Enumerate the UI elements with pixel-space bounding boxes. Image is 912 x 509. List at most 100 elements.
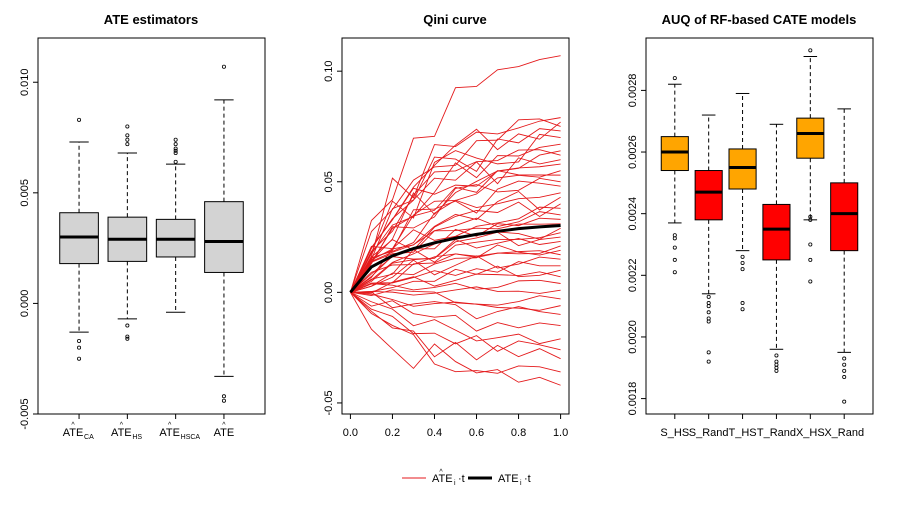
legend-label-suffix: ·t (524, 473, 531, 485)
hat-accent: ^ (439, 469, 443, 476)
x-tick-label-main: ATE (111, 427, 132, 439)
panel2-title: Qini curve (423, 12, 487, 27)
qini-curve-individual (350, 291, 561, 345)
qini-curve-individual (350, 291, 561, 311)
outlier-point (842, 399, 847, 404)
y-tick-label: -0.05 (323, 390, 335, 415)
outlier-point (672, 76, 677, 81)
outlier-point (173, 159, 178, 164)
outlier-point (706, 359, 711, 364)
qini-curve-individual (350, 190, 561, 293)
outlier-point (740, 307, 745, 312)
outlier-point (77, 345, 82, 350)
hat-accent: ^ (222, 422, 226, 429)
outlier-point (173, 151, 178, 156)
qini-curve-individual (350, 292, 561, 352)
box-x-rand (830, 108, 859, 404)
panel2-marks: -0.05 0.00 0.05 0.10 0.0 0.2 0.4 0.6 0.8 1.0 (323, 55, 568, 439)
qini-curve-individual (350, 261, 561, 293)
outlier-point (808, 217, 813, 222)
y-tick-label: 0.0028 (627, 74, 639, 108)
y-tick-label: 0.10 (323, 60, 335, 81)
x-tick-label: X_HS (796, 427, 825, 439)
outlier-point (774, 368, 779, 373)
y-tick-label: 0.0026 (627, 135, 639, 169)
outlier-point (842, 368, 847, 373)
panel1-title: ATE estimators (104, 12, 198, 27)
outlier-point (774, 353, 779, 358)
outlier-point (842, 362, 847, 367)
x-tick-label: 0.0 (343, 427, 358, 439)
qini-curve-individual (350, 227, 561, 293)
outlier-point (706, 350, 711, 355)
x-tick-label: S_Rand (689, 427, 729, 439)
hat-accent: ^ (168, 422, 172, 429)
outlier-point (125, 133, 130, 138)
outlier-point (77, 117, 82, 122)
x-tick-label: 0.6 (469, 427, 484, 439)
hat-accent: ^ (71, 422, 75, 429)
outlier-point (808, 48, 813, 53)
y-tick-label: 0.010 (19, 68, 31, 96)
qini-curve-individual (350, 163, 561, 293)
qini-curve-individual (350, 244, 561, 293)
x-tick-label: 1.0 (553, 427, 568, 439)
panel3-marks: 0.0018 0.0020 0.0022 0.0024 0.0026 0.0028 S_HS… (627, 48, 864, 439)
outlier-point (706, 304, 711, 309)
box-x-hs (796, 48, 825, 284)
y-tick-label: 0.0020 (627, 320, 639, 354)
qini-curve-individual (350, 223, 561, 293)
qini-curve-individual (350, 271, 561, 294)
box-t-hs (728, 92, 757, 312)
outlier-point (173, 148, 178, 153)
outlier-point (125, 142, 130, 147)
y-tick-label: 0.0018 (627, 382, 639, 416)
legend-label-sub: i (520, 480, 522, 487)
qini-curve-individual (350, 201, 561, 293)
outlier-point (77, 356, 82, 361)
outlier-point (125, 124, 130, 129)
qini-curve-individual (350, 255, 561, 293)
qini-curve-individual (350, 217, 561, 293)
qini-curve-individual (350, 143, 561, 293)
outlier-point (672, 270, 677, 275)
outlier-point (672, 236, 677, 241)
outlier-point (842, 375, 847, 380)
x-tick-label-main: ATE (159, 427, 180, 439)
y-tick-label: 0.0022 (627, 258, 639, 292)
outlier-point (740, 260, 745, 265)
qini-curve-individual (350, 117, 561, 293)
outlier-point (706, 294, 711, 299)
x-tick-label: 0.2 (385, 427, 400, 439)
y-tick-label: 0.000 (19, 290, 31, 318)
legend-item-individual: ATE^ i ·t (402, 469, 465, 487)
y-tick-label: 0.0024 (627, 197, 639, 231)
legend-label-suffix: ·t (458, 473, 465, 485)
outlier-point (173, 137, 178, 142)
qini-curve-individual (350, 250, 561, 293)
x-tick-label: T_HS (728, 427, 756, 439)
outlier-point (221, 394, 226, 399)
qini-curve-individual (350, 292, 561, 361)
qini-curve-individual (349, 118, 561, 293)
legend-label-sub: i (454, 480, 456, 487)
box-body (830, 182, 859, 252)
x-tick-label-sub: HSCA (181, 434, 201, 441)
outlier-point (808, 257, 813, 262)
qini-curve-individual (350, 150, 561, 293)
box-body (728, 148, 757, 190)
qini-curve-individual (350, 265, 561, 293)
qini-curve-individual (350, 157, 561, 293)
legend-label-main: ATE (498, 473, 519, 485)
outlier-point (125, 334, 130, 339)
qini-curve-individual (350, 177, 561, 293)
box-body (796, 117, 825, 159)
outlier-point (173, 142, 178, 147)
outlier-point (740, 301, 745, 306)
x-tick-label-sub: HS (132, 434, 142, 441)
outlier-point (221, 398, 226, 403)
qini-curve-individual (350, 149, 561, 293)
qini-curve-individual (350, 292, 561, 386)
y-tick-label: -0.005 (19, 398, 31, 429)
